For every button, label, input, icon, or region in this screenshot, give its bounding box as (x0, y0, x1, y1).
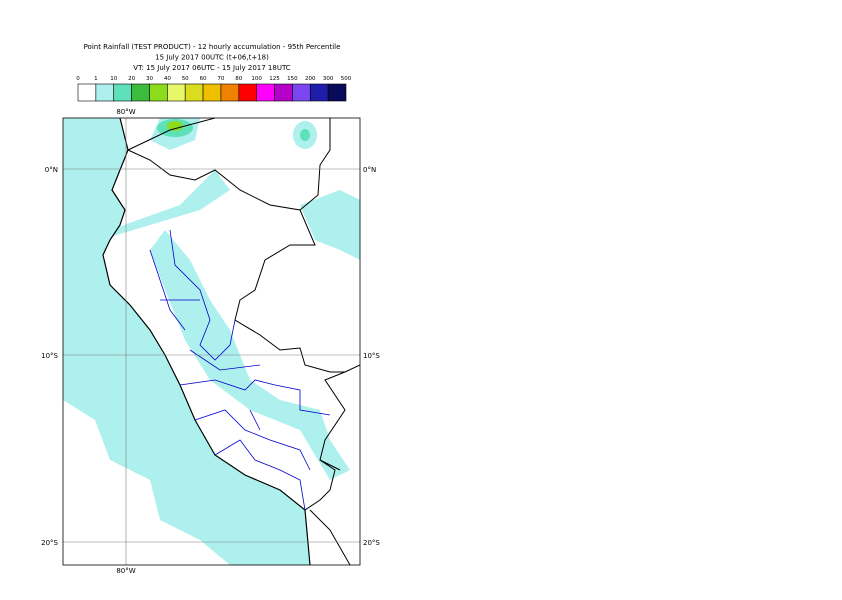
legend-label: 10 (110, 76, 117, 82)
legend-label: 20 (128, 76, 135, 82)
legend: 0 1 10 20 30 40 50 60 70 80 100 125 150 200 300 500 (76, 76, 352, 102)
legend-swatch (95, 83, 115, 102)
rain-patch (167, 121, 183, 131)
dry-patch (63, 400, 230, 565)
legend-swatch (77, 83, 97, 102)
legend-label: 125 (269, 76, 280, 82)
lat-label: 10°S (41, 352, 58, 360)
legend-label: 50 (182, 76, 189, 82)
coastline (102, 118, 311, 565)
legend-swatch (327, 83, 347, 102)
rain-patch (100, 170, 230, 240)
rain-patch (150, 230, 350, 480)
legend-swatch (131, 83, 150, 102)
lat-label: 0°N (363, 166, 376, 174)
rain-patch (300, 190, 360, 260)
lat-label: 20°S (363, 539, 380, 547)
lat-label: 0°N (45, 166, 58, 174)
rain-patch (300, 129, 310, 141)
legend-swatch (238, 83, 257, 102)
legend-swatch (309, 83, 329, 102)
legend-label: 80 (235, 76, 242, 82)
legend-swatch (292, 83, 311, 102)
legend-label: 1 (94, 76, 98, 82)
legend-label: 100 (251, 76, 262, 82)
map-frame (62, 117, 361, 566)
legend-label: 300 (323, 76, 334, 82)
lon-label: 80°W (116, 108, 135, 116)
region-border (149, 229, 331, 511)
legend-label: 30 (146, 76, 153, 82)
legend-swatch (220, 83, 240, 102)
legend-label: 0 (76, 76, 80, 82)
title-line: VT: 15 July 2017 06UTC - 15 July 2017 18… (133, 64, 291, 72)
legend-swatch (184, 83, 204, 102)
legend-label: 60 (200, 76, 207, 82)
title-block: Point Rainfall (TEST PRODUCT) - 12 hourl… (84, 43, 341, 72)
legend-label: 150 (287, 76, 298, 82)
lat-label: 10°S (363, 352, 380, 360)
ocean-rainfall (63, 118, 310, 565)
map-area (63, 118, 360, 565)
legend-swatch (113, 83, 132, 102)
title-line: Point Rainfall (TEST PRODUCT) - 12 hourl… (84, 43, 341, 51)
lon-label: 80°W (116, 567, 135, 575)
legend-swatch (202, 83, 222, 102)
lat-label: 20°S (41, 539, 58, 547)
lat-labels: 0°N 0°N 10°S 10°S 20°S 20°S (41, 166, 380, 547)
legend-label: 70 (217, 76, 224, 82)
legend-swatch (149, 83, 168, 102)
legend-swatch (274, 83, 293, 102)
legend-swatch (167, 83, 186, 102)
legend-label: 500 (341, 76, 352, 82)
country-border (127, 118, 360, 565)
title-line: 15 July 2017 00UTC (t+06,t+18) (155, 54, 269, 62)
legend-label: 200 (305, 76, 316, 82)
legend-swatch (256, 83, 275, 102)
legend-label: 40 (164, 76, 171, 82)
